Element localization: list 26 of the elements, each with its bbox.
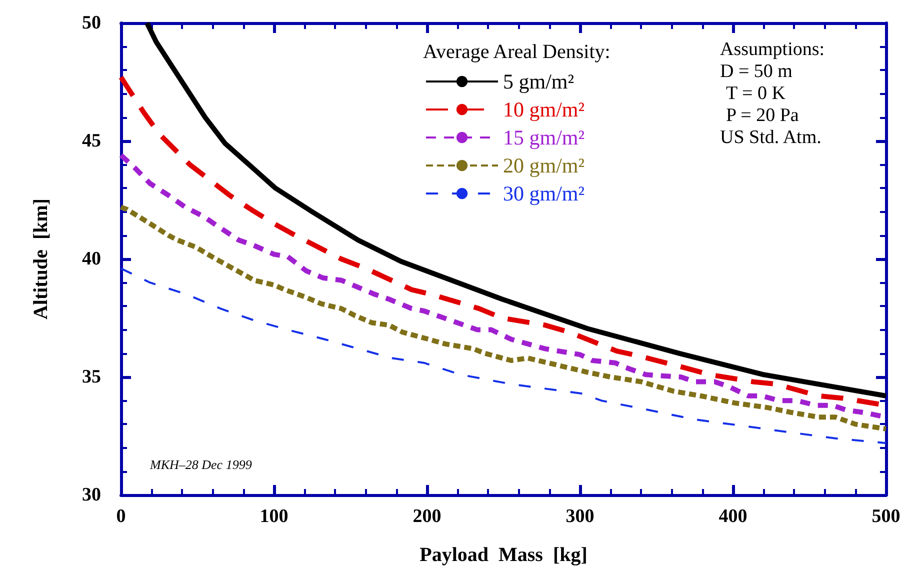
annotation: D = 50 m: [720, 61, 793, 82]
legend-label: 10 gm/m²: [503, 98, 585, 122]
legend-title: Average Areal Density:: [423, 41, 610, 63]
y-tick-label: 35: [82, 366, 101, 388]
annotation: T = 0 K: [726, 83, 786, 104]
x-tick-label: 100: [260, 506, 288, 527]
legend-label: 30 gm/m²: [503, 182, 585, 206]
annotation: MKH–28 Dec 1999: [149, 457, 252, 472]
y-axis-title: Altitude [km]: [30, 198, 52, 320]
line-series: [120, 267, 887, 444]
y-tick-label: 45: [82, 130, 101, 152]
y-tick-label: 30: [82, 484, 101, 506]
x-tick-label: 400: [718, 506, 748, 527]
y-tick-label: 50: [82, 12, 101, 34]
annotation: US Std. Atm.: [720, 127, 822, 148]
annotation: Assumptions:: [720, 39, 825, 60]
x-tick-label: 500: [872, 506, 900, 527]
x-tick-label: 0: [116, 506, 126, 527]
x-axis-title: Payload Mass [kg]: [420, 544, 588, 566]
legend-label: 15 gm/m²: [503, 126, 585, 150]
x-tick-label: 200: [412, 506, 442, 527]
legend-label: 5 gm/m²: [503, 70, 574, 94]
legend-label: 20 gm/m²: [503, 154, 585, 178]
y-tick-label: 40: [82, 248, 101, 270]
annotation: P = 20 Pa: [726, 105, 800, 126]
x-tick-label: 300: [566, 506, 594, 527]
